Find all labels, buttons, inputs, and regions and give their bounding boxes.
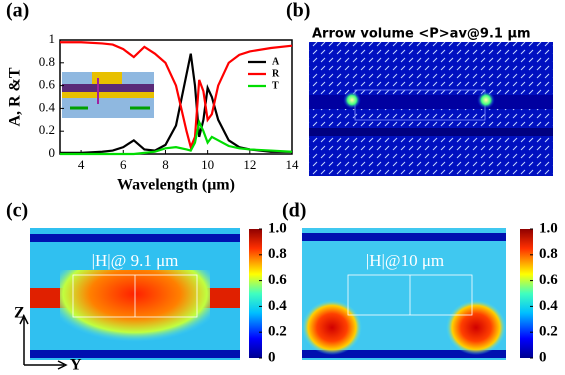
y-tick-label: 0 (49, 145, 56, 160)
y-tick-label: 0.4 (39, 99, 56, 114)
colorbar (249, 229, 262, 358)
inset-schematic (62, 72, 154, 118)
colorbar-tick-label: 0.8 (539, 246, 558, 262)
vector-field-image (309, 42, 553, 176)
legend-label: T (272, 80, 279, 91)
colorbar-tick-label: 0 (539, 349, 547, 365)
x-tick-label: 8 (162, 157, 169, 172)
y-tick-label: 0.6 (39, 77, 56, 92)
axis-indicator-label: Z (14, 305, 25, 322)
y-axis-label: A, R &T (7, 67, 24, 126)
colorbar-tick-label: 0.2 (539, 324, 558, 340)
legend-label: A (272, 56, 280, 67)
colorbar-tick-label: 1.0 (539, 220, 558, 236)
legend-label: R (272, 68, 280, 79)
panel-label: (b) (286, 0, 310, 22)
panel-title: Arrow volume <P>av@9.1 μm (312, 27, 531, 42)
y-tick-label: 0.2 (39, 122, 55, 137)
colorbar-tick-label: 0.6 (539, 272, 558, 288)
panel-label: (a) (6, 0, 29, 22)
series-line (60, 118, 293, 156)
colorbar-tick-label: 0.8 (268, 246, 287, 262)
colorbar-tick-label: 1.0 (268, 220, 287, 236)
colorbar-tick-label: 0.6 (268, 272, 287, 288)
panel-label: (d) (282, 200, 306, 222)
x-tick-label: 12 (243, 157, 256, 172)
field-image (30, 228, 240, 360)
colorbar-tick-label: 0.4 (539, 298, 558, 314)
annotation: |H|@10 μm (366, 251, 444, 270)
series-line (60, 41, 293, 151)
colorbar-tick-label: 0.4 (268, 298, 287, 314)
field-image (302, 228, 506, 360)
y-tick-label: 0.8 (39, 54, 55, 69)
x-tick-label: 10 (201, 157, 214, 172)
axes-indicator (19, 314, 68, 370)
colorbar (520, 229, 533, 358)
series-line (60, 53, 292, 154)
x-tick-label: 6 (120, 157, 127, 172)
line-chart (59, 39, 293, 155)
x-tick-label: 14 (286, 157, 300, 172)
x-axis-label: Wavelength (μm) (117, 177, 235, 194)
colorbar-tick-label: 0 (268, 349, 276, 365)
panel-label: (c) (6, 200, 28, 222)
y-tick-label: 1 (49, 31, 56, 46)
colorbar-tick-label: 0.2 (268, 324, 287, 340)
axis-indicator-label: Y (70, 357, 82, 374)
plot-frame (59, 39, 293, 155)
x-tick-label: 4 (78, 157, 85, 172)
annotation: |H|@ 9.1 μm (92, 251, 179, 270)
